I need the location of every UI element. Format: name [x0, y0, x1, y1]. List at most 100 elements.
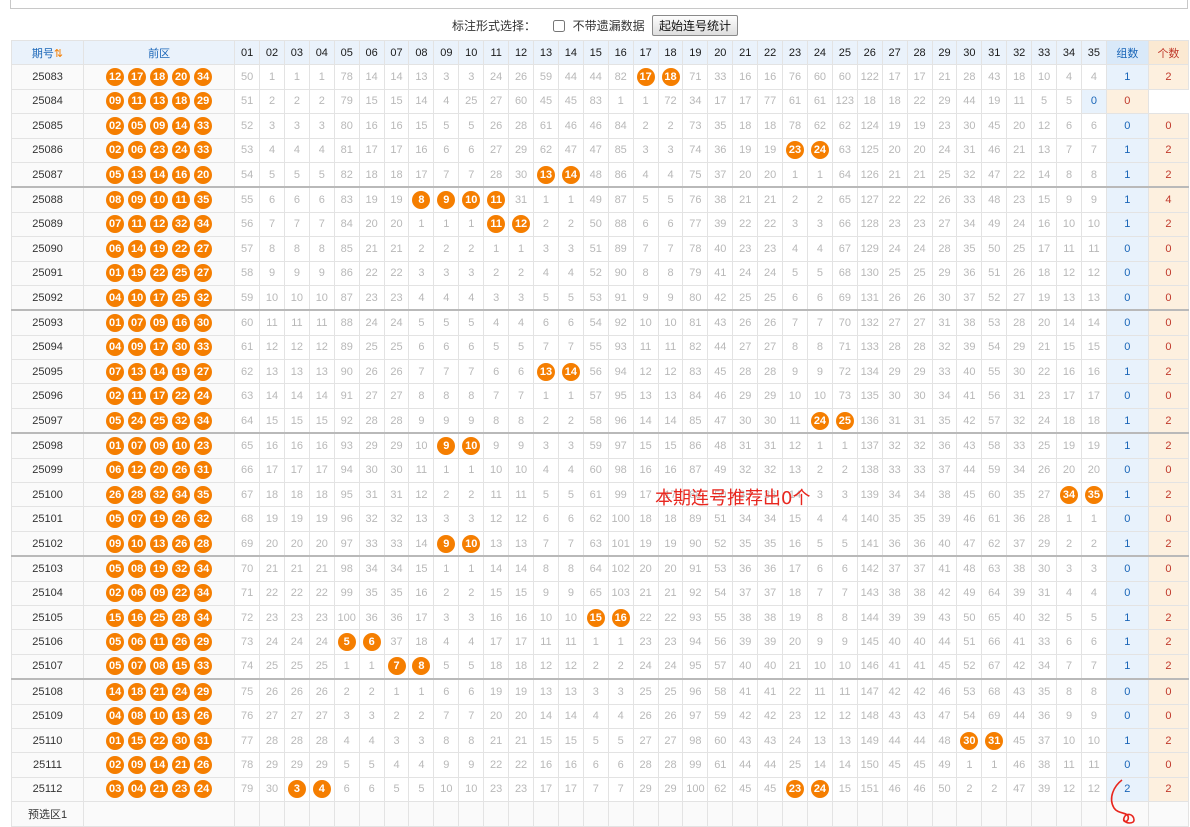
preselect-cell[interactable]: [333, 801, 360, 827]
preselect-cell[interactable]: [1056, 801, 1082, 827]
preselect-cell[interactable]: [458, 801, 485, 827]
preselect-cell[interactable]: [931, 801, 958, 827]
preselect-cell[interactable]: [757, 801, 784, 827]
start-consecutive-button[interactable]: 起始连号统计: [652, 15, 739, 36]
preselect-cell[interactable]: [707, 801, 734, 827]
omission-cell: 73: [234, 629, 261, 655]
consecutive-hit-cell: 8: [408, 186, 435, 213]
preselect-cell[interactable]: [607, 801, 634, 827]
omission-cell: 39: [1006, 580, 1033, 606]
drawn-ball: 31: [194, 731, 213, 750]
omission-cell: 13: [259, 359, 285, 385]
omission-cell: 11: [483, 482, 510, 508]
preselect-cell[interactable]: [483, 801, 510, 827]
omission-cell: 12: [508, 506, 535, 532]
omission-cell: 47: [582, 137, 609, 163]
preselect-cell[interactable]: [806, 801, 833, 827]
omission-cell: 1: [283, 64, 310, 90]
preselect-cell[interactable]: [383, 801, 410, 827]
preselect-cell[interactable]: [408, 801, 435, 827]
no-omission-checkbox[interactable]: [553, 20, 566, 32]
omission-cell: 5: [1080, 604, 1107, 631]
omission-cell: 18: [1031, 260, 1058, 286]
omission-cell: 94: [682, 629, 709, 655]
omission-cell: 6: [508, 359, 535, 385]
omission-cell: 7: [433, 703, 460, 729]
omission-cell: 61: [707, 752, 734, 778]
preselect-cell[interactable]: [508, 801, 535, 827]
omission-cell: 24: [283, 629, 310, 655]
omission-cell: 36: [757, 555, 784, 582]
omission-cell: 22: [732, 211, 759, 238]
preselect-cell[interactable]: [533, 801, 559, 827]
omission-cell: 19: [881, 113, 908, 139]
omission-cell: 60: [831, 64, 858, 90]
omission-cell: 15: [283, 407, 310, 434]
omission-cell: 31: [931, 309, 958, 336]
drawn-ball: 28: [172, 608, 191, 627]
omission-cell: 50: [981, 236, 1008, 262]
issue-number: 25108: [10, 678, 85, 705]
preselect-cell[interactable]: [1147, 801, 1190, 827]
omission-cell: 3: [1056, 555, 1082, 582]
preselect-cell[interactable]: [782, 801, 808, 827]
omission-cell: 14: [408, 530, 435, 557]
preselect-cell[interactable]: [856, 801, 883, 827]
preselect-cell[interactable]: [259, 801, 285, 827]
drawn-ball: 28: [194, 534, 213, 553]
preselect-cell[interactable]: [557, 801, 584, 827]
issue-number: 25102: [10, 530, 85, 557]
preselect-cell[interactable]: [283, 801, 310, 827]
front-zone-balls: 02 11 17 22 24: [83, 383, 236, 409]
omission-cell: 73: [682, 113, 709, 139]
omission-cell: 27: [632, 727, 659, 754]
consecutive-hit-cell: 11: [483, 211, 510, 238]
preselect-cell[interactable]: [1031, 801, 1058, 827]
preselect-cell[interactable]: [358, 801, 385, 827]
omission-cell: 28: [657, 752, 684, 778]
omission-cell: 28: [632, 752, 659, 778]
omission-cell: 10: [283, 284, 310, 311]
issue-number: 25104: [10, 580, 85, 606]
sort-arrows-icon[interactable]: ⇅: [53, 47, 64, 60]
front-zone-balls: 01 19 22 25 27: [83, 260, 236, 286]
omission-cell: 46: [881, 776, 908, 803]
issue-number: 25092: [10, 284, 85, 311]
omission-cell: 19: [1080, 432, 1107, 459]
preselect-cell[interactable]: [956, 801, 983, 827]
drawn-ball: 07: [128, 510, 147, 529]
omission-cell: 21: [881, 161, 908, 188]
omission-cell: 18: [782, 580, 808, 606]
omission-cell: 34: [906, 482, 933, 508]
omission-cell: 25: [383, 334, 410, 361]
preselect-cell[interactable]: [433, 801, 460, 827]
omission-cell: 35: [707, 113, 734, 139]
omission-cell: 13: [632, 383, 659, 409]
omission-cell: 25: [906, 260, 933, 286]
preselect-cell[interactable]: [308, 801, 335, 827]
preselect-cell[interactable]: [881, 801, 908, 827]
issue-header[interactable]: 期号⇅: [10, 39, 85, 66]
preselect-cell[interactable]: [682, 801, 709, 827]
preselect-cell[interactable]: [632, 801, 659, 827]
preselect-cell[interactable]: [831, 801, 858, 827]
preselect-cell[interactable]: [1080, 801, 1107, 827]
drawn-ball: 35: [194, 485, 213, 504]
preselect-cell[interactable]: [1006, 801, 1033, 827]
omission-cell: 33: [906, 457, 933, 484]
preselect-cell[interactable]: [234, 801, 261, 827]
preselect-cell[interactable]: [906, 801, 933, 827]
preselect-cell[interactable]: [657, 801, 684, 827]
omission-cell: 72: [657, 88, 684, 115]
omission-cell: 4: [458, 629, 485, 655]
omission-cell: 12: [1056, 776, 1082, 803]
preselect-cell[interactable]: [981, 801, 1008, 827]
preselect-cell[interactable]: [582, 801, 609, 827]
omission-cell: 11: [782, 407, 808, 434]
omission-cell: 8: [557, 555, 584, 582]
preselect-cell[interactable]: [83, 801, 236, 827]
omission-cell: 46: [956, 506, 983, 532]
omission-cell: 7: [533, 334, 559, 361]
omission-cell: 84: [682, 383, 709, 409]
preselect-cell[interactable]: [732, 801, 759, 827]
